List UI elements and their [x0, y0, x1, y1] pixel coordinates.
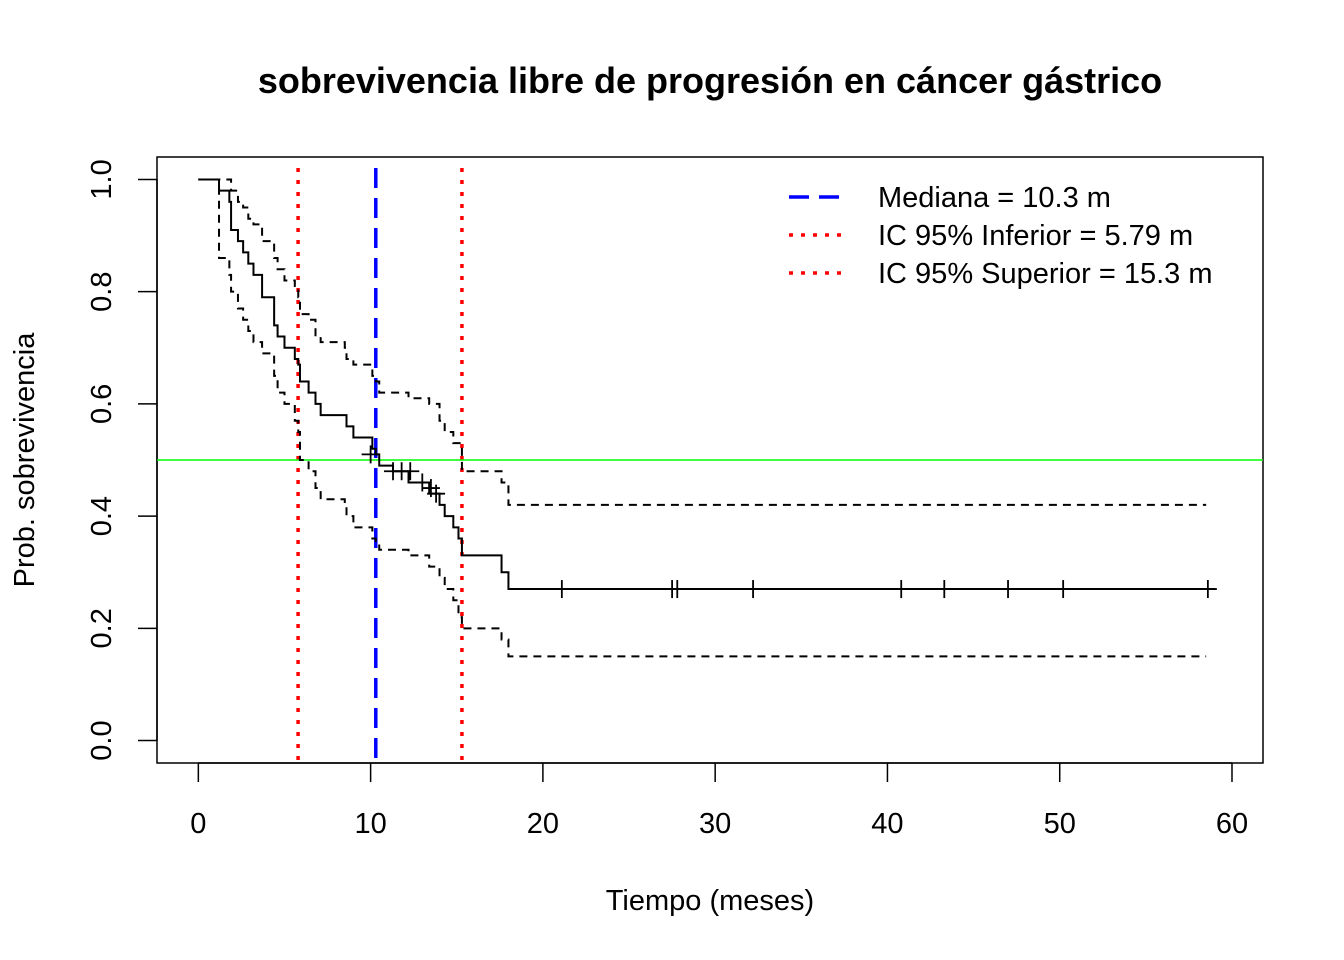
y-tick-label: 0.8	[86, 272, 118, 312]
legend-label: Mediana = 10.3 m	[878, 182, 1111, 214]
censor-mark	[892, 580, 911, 599]
censor-mark	[361, 445, 380, 464]
x-tick-label: 30	[699, 808, 731, 840]
y-tick-label: 1.0	[86, 159, 118, 199]
series-layer	[198, 178, 1215, 658]
y-axis: 0.0 0.2 0.4 0.6 0.8 1.0	[86, 159, 158, 761]
legend-item: IC 95% Superior = 15.3 m	[789, 258, 1212, 290]
y-tick-label: 0.6	[86, 384, 118, 424]
x-tick-label: 0	[190, 808, 206, 840]
legend-label: IC 95% Superior = 15.3 m	[878, 258, 1212, 290]
x-tick-label: 50	[1044, 808, 1076, 840]
y-tick-label: 0.0	[86, 720, 118, 760]
reference-lines	[157, 168, 1263, 763]
censor-mark	[427, 484, 446, 503]
censor-mark	[1054, 580, 1073, 599]
censor-mark	[668, 580, 687, 599]
x-tick-label: 40	[871, 808, 903, 840]
legend: Mediana = 10.3 m IC 95% Inferior = 5.79 m…	[789, 182, 1212, 290]
legend-item: IC 95% Inferior = 5.79 m	[789, 220, 1193, 252]
x-tick-label: 20	[527, 808, 559, 840]
censor-mark	[552, 580, 571, 599]
x-tick-label: 10	[354, 808, 386, 840]
ci-band-curve	[198, 178, 1207, 658]
y-axis-label: Prob. sobrevivencia	[9, 332, 41, 588]
chart-title: sobrevivencia libre de progresión en cán…	[258, 60, 1162, 101]
censor-mark	[744, 580, 763, 599]
y-tick-label: 0.4	[86, 496, 118, 536]
ci-band-curve	[198, 178, 1207, 506]
censor-mark	[401, 462, 420, 481]
y-tick-label: 0.2	[86, 608, 118, 648]
legend-item: Mediana = 10.3 m	[789, 182, 1111, 214]
x-tick-label: 60	[1216, 808, 1248, 840]
survival-curve	[198, 178, 1215, 591]
legend-label: IC 95% Inferior = 5.79 m	[878, 220, 1193, 252]
censor-marks	[361, 445, 1217, 599]
censor-mark	[999, 580, 1018, 599]
x-axis-label: Tiempo (meses)	[606, 885, 814, 917]
censor-mark	[1198, 580, 1217, 599]
x-axis: 0 10 20 30 40 50 60	[190, 762, 1248, 840]
censor-mark	[935, 580, 954, 599]
